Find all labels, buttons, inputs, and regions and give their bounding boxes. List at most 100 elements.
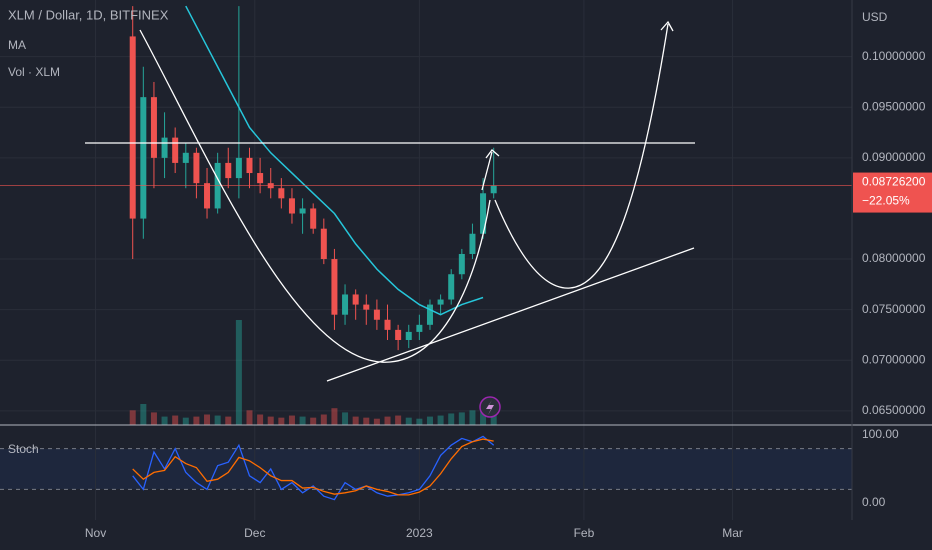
event-bolt [486, 400, 494, 415]
candle-body [204, 183, 211, 209]
stoch-band [0, 449, 852, 489]
x-tick-label: Nov [85, 526, 106, 540]
change-label: −22.05% [862, 194, 910, 208]
candle-body [150, 97, 157, 158]
volume-bar [426, 416, 433, 425]
volume-bar [395, 415, 402, 425]
x-tick-label: Feb [574, 526, 595, 540]
stoch-pane [0, 428, 852, 520]
volume-bar [182, 417, 189, 425]
candle-body [405, 331, 412, 340]
price-tag-label: 0.08726200 [862, 175, 926, 189]
trend-line [326, 247, 695, 382]
candle-body [426, 304, 433, 325]
indicator-label: Vol · XLM [8, 65, 60, 79]
candle-body [299, 208, 306, 214]
candle-body [373, 309, 380, 320]
volume-bar [246, 410, 253, 425]
price-tag [853, 172, 932, 213]
volume-bar [288, 415, 295, 425]
candle-body [235, 157, 242, 179]
volume-bar [214, 415, 221, 425]
y-tick-label: 0.07000000 [862, 352, 926, 366]
candle-body [172, 137, 179, 163]
volume-bar [458, 412, 465, 425]
x-tick-label: Mar [722, 526, 743, 540]
candle-body [437, 299, 444, 305]
y-tick-label: 0.06500000 [862, 403, 926, 417]
volume-bar [342, 412, 349, 425]
volume-bar [193, 416, 200, 425]
candle-body [469, 233, 476, 254]
y-tick-label: 0.09500000 [862, 99, 926, 113]
volume-bar [331, 408, 338, 425]
volume-bar [150, 412, 157, 425]
volume-bar [352, 416, 359, 425]
candle-body [225, 162, 232, 179]
candle-body [331, 259, 338, 315]
cup-curve [139, 29, 491, 363]
stoch-title: Stoch [8, 442, 39, 456]
candle-body [480, 193, 487, 234]
y-tick-label: 0.09000000 [862, 150, 926, 164]
ma-line [185, 5, 484, 316]
candle-body [182, 152, 189, 163]
volume-bar [299, 416, 306, 425]
candle-body [490, 185, 497, 194]
volume-bar [416, 418, 423, 425]
volume-bar [204, 414, 211, 425]
candle-body [342, 294, 349, 315]
candle-body [384, 319, 391, 330]
candle-body [352, 294, 359, 305]
x-tick-label: 2023 [406, 526, 433, 540]
candle-body [278, 188, 285, 199]
volume-bar [129, 410, 136, 425]
candle-body [320, 228, 327, 260]
volume-bar [363, 417, 370, 425]
projection-arrow [494, 20, 674, 289]
candle-body [193, 152, 200, 184]
candle-body [129, 36, 136, 219]
volume-bar [235, 320, 242, 425]
volume-bar [267, 416, 274, 425]
y-tick-label: 0.07500000 [862, 302, 926, 316]
candle-body [458, 253, 465, 275]
candle-body [257, 173, 264, 184]
arrow-up [481, 149, 500, 191]
candle-body [416, 324, 423, 332]
volume-bar [161, 416, 168, 425]
candle-body [246, 157, 253, 174]
stoch-tick-label: 0.00 [862, 495, 886, 509]
volume-bar [405, 417, 412, 425]
volume-bar [172, 415, 179, 425]
candle-body [161, 137, 168, 158]
volume-bar [384, 416, 391, 425]
volume-bar [469, 410, 476, 425]
volume-bar [225, 416, 232, 425]
volume-bar [437, 415, 444, 425]
volume-bar [278, 417, 285, 425]
chart-title: XLM / Dollar, 1D, BITFINEX [8, 7, 169, 22]
currency-label: USD [862, 10, 888, 24]
stoch-line [132, 438, 494, 496]
volume-bar [310, 417, 317, 425]
volume-bar [257, 414, 264, 425]
stoch-line [132, 435, 495, 501]
stoch-tick-label: 100.00 [862, 427, 899, 441]
candle-body [140, 97, 147, 219]
y-tick-label: 0.10000000 [862, 49, 926, 63]
candle-body [395, 329, 402, 340]
candle-body [448, 274, 455, 300]
candle-body [288, 198, 295, 214]
volume-bar [373, 418, 380, 425]
candle-body [363, 304, 370, 310]
indicator-label: MA [8, 38, 26, 52]
volume-bar [320, 414, 327, 425]
volume-bar [140, 404, 147, 425]
candle-body [310, 208, 317, 229]
y-tick-label: 0.08000000 [862, 251, 926, 265]
x-tick-label: Dec [244, 526, 265, 540]
drawings [85, 20, 695, 382]
